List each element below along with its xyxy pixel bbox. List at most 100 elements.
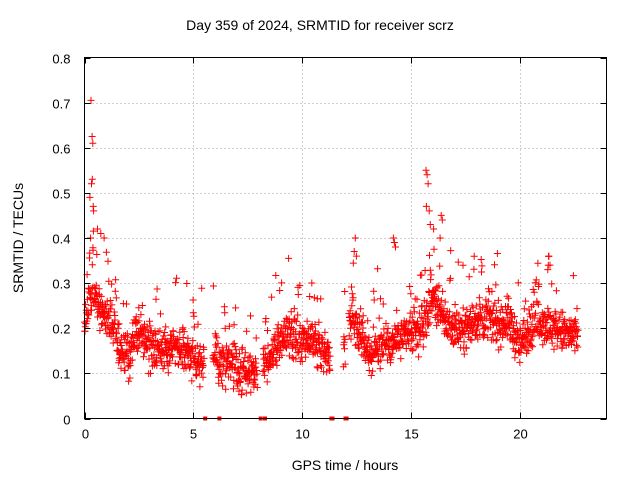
data-point [153, 285, 161, 293]
data-point [519, 320, 527, 328]
data-point [441, 298, 449, 306]
data-point [493, 250, 501, 257]
data-point [222, 385, 230, 393]
data-point [379, 300, 387, 308]
data-point [416, 332, 424, 340]
data-point [172, 279, 180, 287]
data-points [81, 96, 582, 421]
data-point [292, 317, 300, 325]
data-point [290, 305, 298, 313]
data-point [298, 358, 306, 365]
data-point [311, 321, 319, 328]
data-point [87, 96, 95, 104]
data-point [303, 330, 311, 338]
data-point [351, 234, 359, 242]
data-point [341, 345, 348, 353]
data-point [408, 328, 416, 336]
data-point [340, 338, 348, 346]
data-point [103, 297, 111, 305]
y-tick-label: 0.1 [52, 367, 70, 382]
data-point [286, 337, 294, 345]
data-point [236, 370, 244, 378]
data-point [133, 319, 141, 326]
data-point [230, 339, 238, 347]
data-point [529, 343, 537, 351]
data-point [221, 370, 229, 378]
data-point [104, 257, 112, 265]
data-point [409, 346, 417, 354]
data-point [214, 339, 222, 347]
data-point [413, 340, 421, 348]
data-point [486, 323, 494, 331]
data-point [380, 350, 388, 358]
data-point [246, 352, 254, 360]
data-point [326, 352, 334, 360]
data-point [86, 193, 94, 201]
data-point [88, 133, 96, 140]
data-point [425, 320, 432, 328]
data-point [325, 344, 333, 352]
data-point [459, 261, 467, 269]
data-point [470, 252, 478, 260]
data-point [439, 287, 447, 295]
data-point [355, 313, 363, 321]
data-point [190, 312, 198, 320]
data-point [348, 290, 356, 298]
data-point [103, 315, 111, 323]
data-point [369, 323, 377, 331]
data-point [347, 335, 355, 343]
data-point [179, 324, 187, 332]
data-point [544, 266, 552, 274]
data-point [189, 296, 197, 304]
data-point [370, 296, 378, 304]
data-point [264, 342, 272, 350]
data-point [522, 297, 530, 305]
chart-title: Day 359 of 2024, SRMTID for receiver scr… [186, 17, 454, 33]
data-point [173, 274, 181, 282]
data-point [470, 265, 478, 273]
data-point [242, 389, 250, 397]
data-point [436, 301, 444, 309]
data-point [556, 313, 564, 321]
data-point [465, 273, 473, 281]
data-point [484, 334, 492, 342]
data-point [574, 343, 582, 351]
data-point [348, 302, 356, 310]
data-point [128, 356, 136, 364]
data-point [341, 360, 349, 368]
data-point [318, 363, 325, 371]
data-point [382, 320, 390, 327]
data-point [475, 294, 483, 302]
data-point [157, 310, 164, 318]
data-point [88, 306, 95, 314]
data-point [460, 350, 468, 358]
data-point [88, 261, 96, 269]
data-point [82, 300, 89, 308]
data-point [213, 343, 221, 351]
data-point [108, 280, 116, 288]
data-point [111, 316, 119, 324]
data-point [466, 336, 474, 343]
data-point [261, 371, 269, 379]
data-point [196, 383, 204, 391]
data-point [532, 309, 539, 317]
y-tick-label: 0.8 [52, 52, 70, 67]
data-point [432, 287, 440, 295]
data-point [296, 281, 304, 289]
data-point [514, 279, 522, 287]
data-point [285, 352, 293, 360]
data-point [324, 348, 332, 356]
data-point [138, 302, 146, 309]
data-point [222, 367, 230, 375]
data-point [114, 324, 122, 332]
data-point [436, 262, 444, 270]
x-tick-label: 5 [190, 427, 197, 442]
data-point [388, 349, 396, 357]
data-point [478, 268, 485, 276]
data-point [247, 388, 255, 396]
data-point [475, 320, 483, 328]
data-point [97, 230, 105, 237]
data-point [247, 312, 254, 320]
data-point [451, 315, 459, 323]
data-point [546, 261, 554, 269]
